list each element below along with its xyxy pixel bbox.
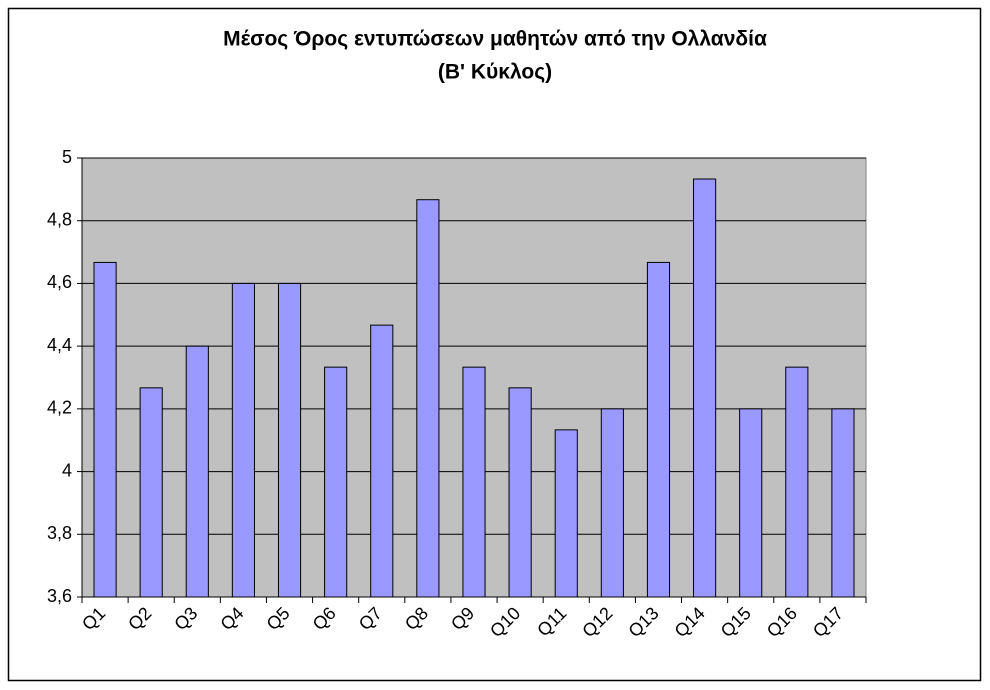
bar — [462, 366, 486, 598]
bar — [324, 366, 348, 598]
bar — [370, 324, 394, 598]
y-tick-label: 3,8 — [47, 523, 72, 543]
chart-title: Μέσος Όρος εντυπώσεων μαθητών από την Ολ… — [223, 28, 767, 51]
bar — [831, 408, 855, 598]
chart-title: (Β' Κύκλος) — [438, 61, 552, 84]
y-tick-label: 4,6 — [47, 272, 72, 292]
y-tick-label: 5 — [62, 147, 72, 167]
bar — [93, 261, 117, 598]
y-tick-label: 4 — [62, 460, 72, 480]
bar — [554, 429, 578, 598]
bar — [185, 345, 209, 598]
y-tick-label: 4,8 — [47, 209, 72, 229]
bar — [508, 387, 532, 598]
bar — [785, 366, 809, 598]
bar — [600, 408, 624, 598]
bar — [646, 261, 671, 598]
bar — [231, 282, 255, 598]
bar — [416, 199, 440, 598]
y-tick-label: 4,4 — [47, 335, 72, 355]
bar — [139, 387, 163, 598]
bar — [693, 178, 717, 598]
bar — [739, 408, 763, 598]
y-tick-label: 4,2 — [47, 398, 72, 418]
y-tick-label: 3,6 — [47, 586, 72, 606]
bar — [277, 282, 302, 598]
